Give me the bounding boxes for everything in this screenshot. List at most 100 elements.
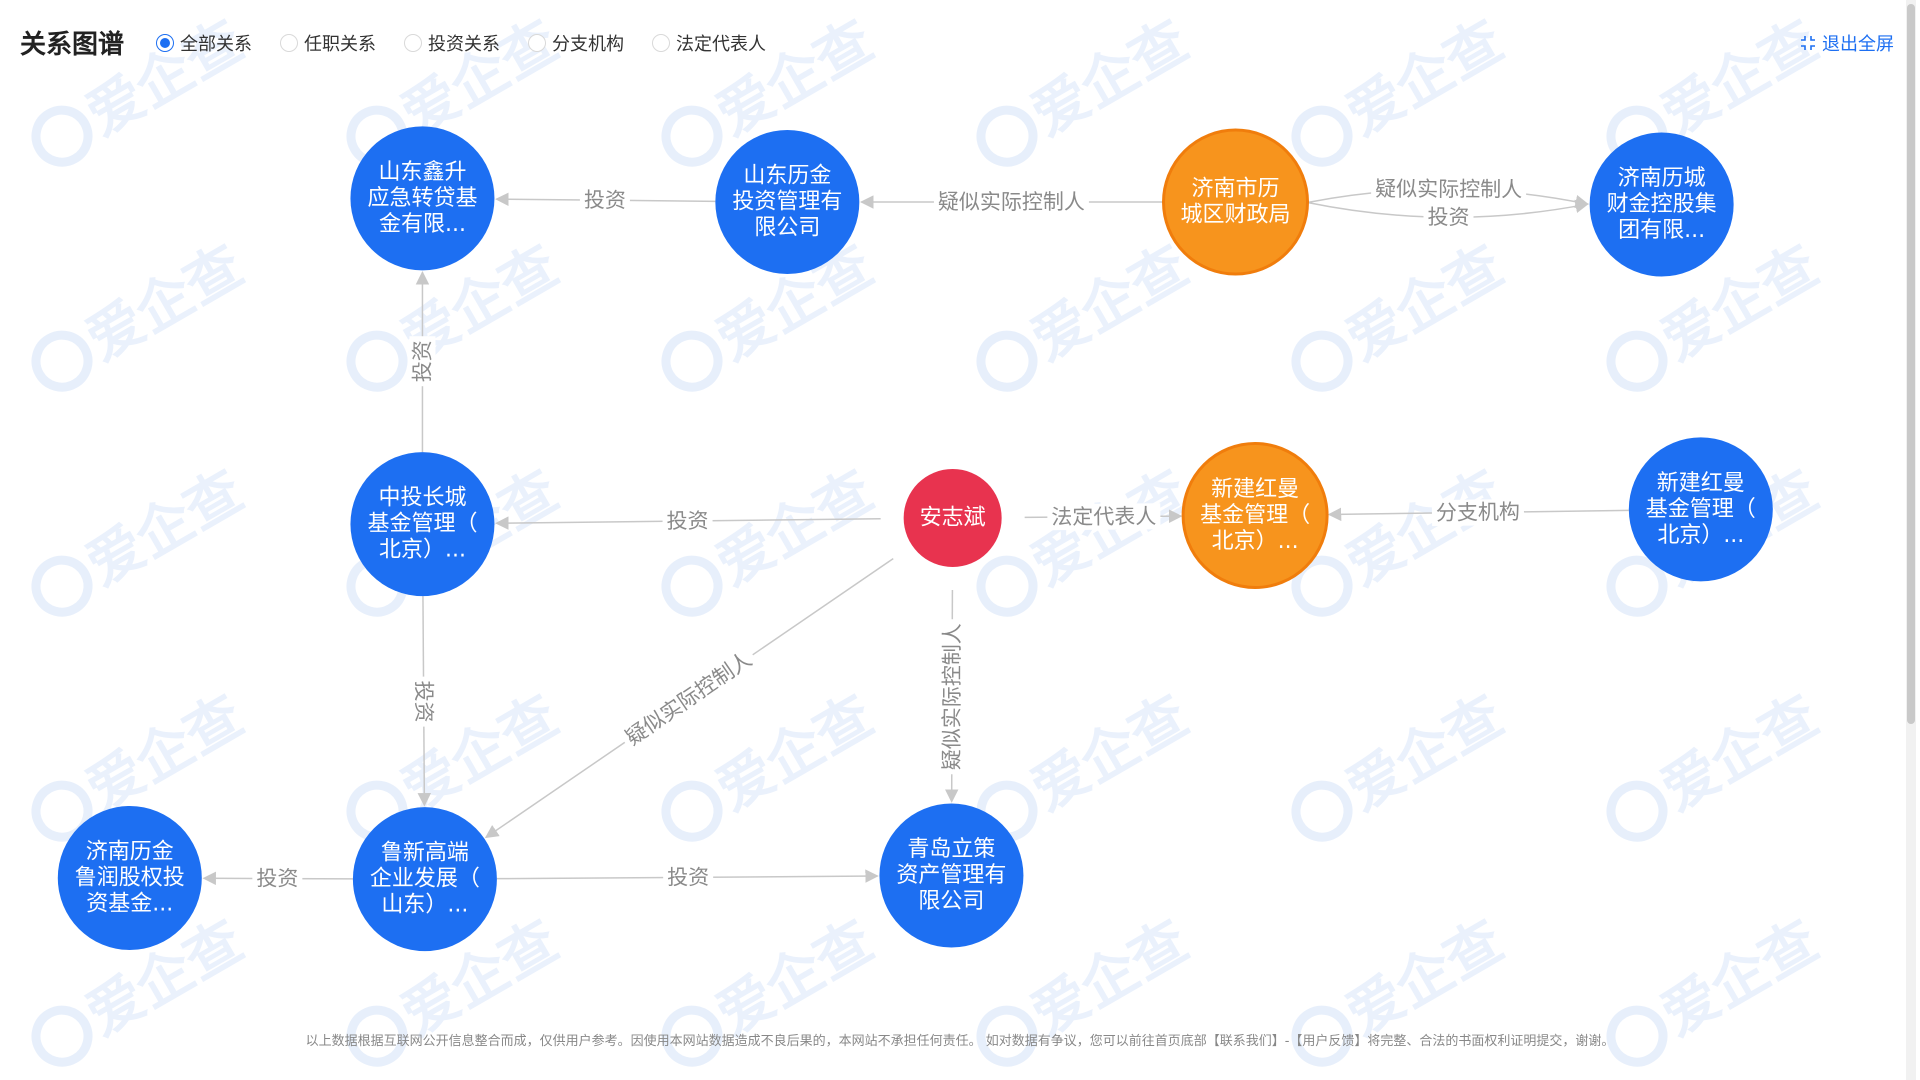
node-shandong-xinsheng[interactable]: 山东鑫升应急转贷基金有限... — [350, 126, 495, 271]
node-circle[interactable] — [1589, 132, 1734, 277]
watermark-logo-icon — [31, 1005, 93, 1067]
node-label-line: 基金管理（ — [1200, 503, 1310, 528]
node-label-line: 限公司 — [754, 216, 820, 241]
node-label-line: 济南历金 — [86, 839, 174, 864]
watermark-logo-icon — [31, 330, 93, 392]
filter-position-relations[interactable]: 任职关系 — [280, 30, 376, 56]
node-circle[interactable] — [1181, 442, 1329, 590]
node-licheng-caijin-holding[interactable]: 济南历城财金控股集团有限... — [1589, 132, 1734, 277]
footer-disclaimer: 以上数据根据互联网公开信息整合而成，仅供用户参考。因使用本网站数据造成不良后果的… — [305, 1034, 1615, 1049]
node-person-an-zhibin[interactable]: 安志斌 — [903, 468, 1002, 567]
node-circle[interactable] — [715, 130, 860, 275]
exit-fullscreen-button[interactable]: 退出全屏 — [1800, 30, 1894, 56]
watermark-text: 爱企查 — [706, 458, 884, 598]
graph-edge[interactable]: 疑似实际控制人 — [859, 189, 1164, 216]
graph-edge[interactable]: 投资 — [410, 596, 437, 807]
watermark-logo-icon — [346, 1005, 408, 1067]
node-label-line: 金有限... — [379, 212, 466, 237]
node-label-line: 限公司 — [918, 889, 984, 914]
watermark-logo-icon — [976, 1005, 1038, 1067]
node-label-line: 安志斌 — [920, 505, 986, 530]
radio-branch[interactable] — [528, 34, 546, 52]
radio-investment-relations[interactable] — [404, 34, 422, 52]
edge-label: 法定代表人 — [1051, 504, 1156, 529]
node-circle[interactable] — [1162, 128, 1310, 276]
node-circle[interactable] — [350, 452, 495, 597]
watermark-mark: 爱企查 — [31, 458, 254, 617]
graph-edge[interactable]: 法定代表人 — [1024, 503, 1183, 531]
watermark-text: 爱企查 — [1651, 908, 1829, 1048]
edge-label-background — [579, 186, 631, 214]
filter-investment-relations[interactable]: 投资关系 — [404, 30, 500, 56]
filter-legal-rep[interactable]: 法定代表人 — [652, 30, 766, 56]
graph-edge[interactable]: 投资 — [202, 865, 353, 892]
watermark-text: 爱企查 — [706, 683, 884, 823]
node-label-line: 新建红曼 — [1657, 471, 1745, 496]
edge-label: 投资 — [666, 509, 708, 533]
edge-label-background — [1371, 175, 1527, 203]
node-xinjian-hongman-a[interactable]: 新建红曼基金管理（北京）... — [1181, 442, 1329, 590]
node-circle[interactable] — [352, 807, 497, 952]
node-label-line: 山东历金 — [743, 164, 831, 189]
node-luxin-gaoduan[interactable]: 鲁新高端企业发展（山东）... — [352, 807, 497, 952]
graph-edge[interactable]: 投资 — [1307, 199, 1589, 231]
filter-all-relations[interactable]: 全部关系 — [156, 30, 252, 56]
vertical-scrollbar[interactable] — [1906, 0, 1916, 1080]
node-jinan-lijin-lurun[interactable]: 济南历金鲁润股权投资基金... — [57, 805, 202, 950]
node-circle[interactable] — [1628, 437, 1773, 582]
watermark-mark: 爱企查 — [1606, 908, 1829, 1067]
node-circle[interactable] — [57, 805, 202, 950]
radio-all-relations[interactable] — [156, 34, 174, 52]
node-label-line: 资基金... — [86, 891, 173, 916]
watermark-text: 爱企查 — [1336, 908, 1514, 1048]
edge-label: 投资 — [1427, 205, 1469, 229]
graph-edge[interactable]: 投资 — [409, 271, 436, 453]
graph-edge[interactable]: 投资 — [495, 507, 881, 535]
edge-label: 投资 — [410, 340, 434, 382]
node-circle[interactable] — [903, 468, 1002, 567]
filter-branch[interactable]: 分支机构 — [528, 30, 624, 56]
node-circle[interactable] — [879, 803, 1024, 948]
edge-label-background — [409, 336, 436, 387]
edge-label-background — [252, 865, 303, 892]
fullscreen-exit-icon — [1801, 36, 1815, 50]
watermark-mark: 爱企查 — [1291, 683, 1514, 842]
node-xinjian-hongman-b[interactable]: 新建红曼基金管理（北京）... — [1628, 437, 1773, 582]
graph-edge[interactable]: 投资 — [495, 186, 716, 214]
node-label-line: 财金控股集 — [1607, 192, 1717, 217]
node-label-line: 企业发展（ — [370, 867, 480, 892]
node-label-line: 北京）... — [1212, 529, 1299, 554]
node-circle[interactable] — [350, 126, 495, 271]
watermark-logo-icon — [976, 105, 1038, 167]
scrollbar-thumb[interactable] — [1907, 4, 1915, 724]
watermark-logo-icon — [661, 780, 723, 842]
watermark-text: 爱企查 — [76, 233, 254, 373]
radio-position-relations[interactable] — [280, 34, 298, 52]
filter-all-relations-label: 全部关系 — [180, 34, 252, 55]
graph-edge[interactable]: 疑似实际控制人 — [938, 589, 966, 803]
edge-label-background — [410, 676, 437, 727]
watermark-text: 爱企查 — [1336, 458, 1514, 598]
watermark-mark: 爱企查 — [1606, 683, 1829, 842]
edge-label: 投资 — [412, 681, 436, 723]
watermark-logo-icon — [1291, 330, 1353, 392]
node-zhongtou-changcheng[interactable]: 中投长城基金管理（北京）... — [350, 452, 495, 597]
node-label-line: 济南历城 — [1618, 166, 1706, 191]
node-label-line: 鲁润股权投 — [75, 865, 185, 890]
top-toolbar: 关系图谱 全部关系 任职关系 投资关系 分支机构 法定代表人 退出全屏 — [0, 0, 1920, 84]
node-label-line: 济南市历 — [1192, 177, 1280, 202]
page-title: 关系图谱 — [20, 30, 125, 60]
graph-edge[interactable]: 疑似实际控制人 — [1307, 175, 1589, 209]
node-label-line: 鲁新高端 — [381, 841, 469, 866]
graph-edge[interactable]: 投资 — [496, 864, 879, 891]
filter-position-relations-label: 任职关系 — [304, 34, 376, 55]
graph-edge[interactable]: 分支机构 — [1327, 498, 1629, 527]
edge-label: 投资 — [256, 866, 298, 890]
radio-legal-rep[interactable] — [652, 34, 670, 52]
